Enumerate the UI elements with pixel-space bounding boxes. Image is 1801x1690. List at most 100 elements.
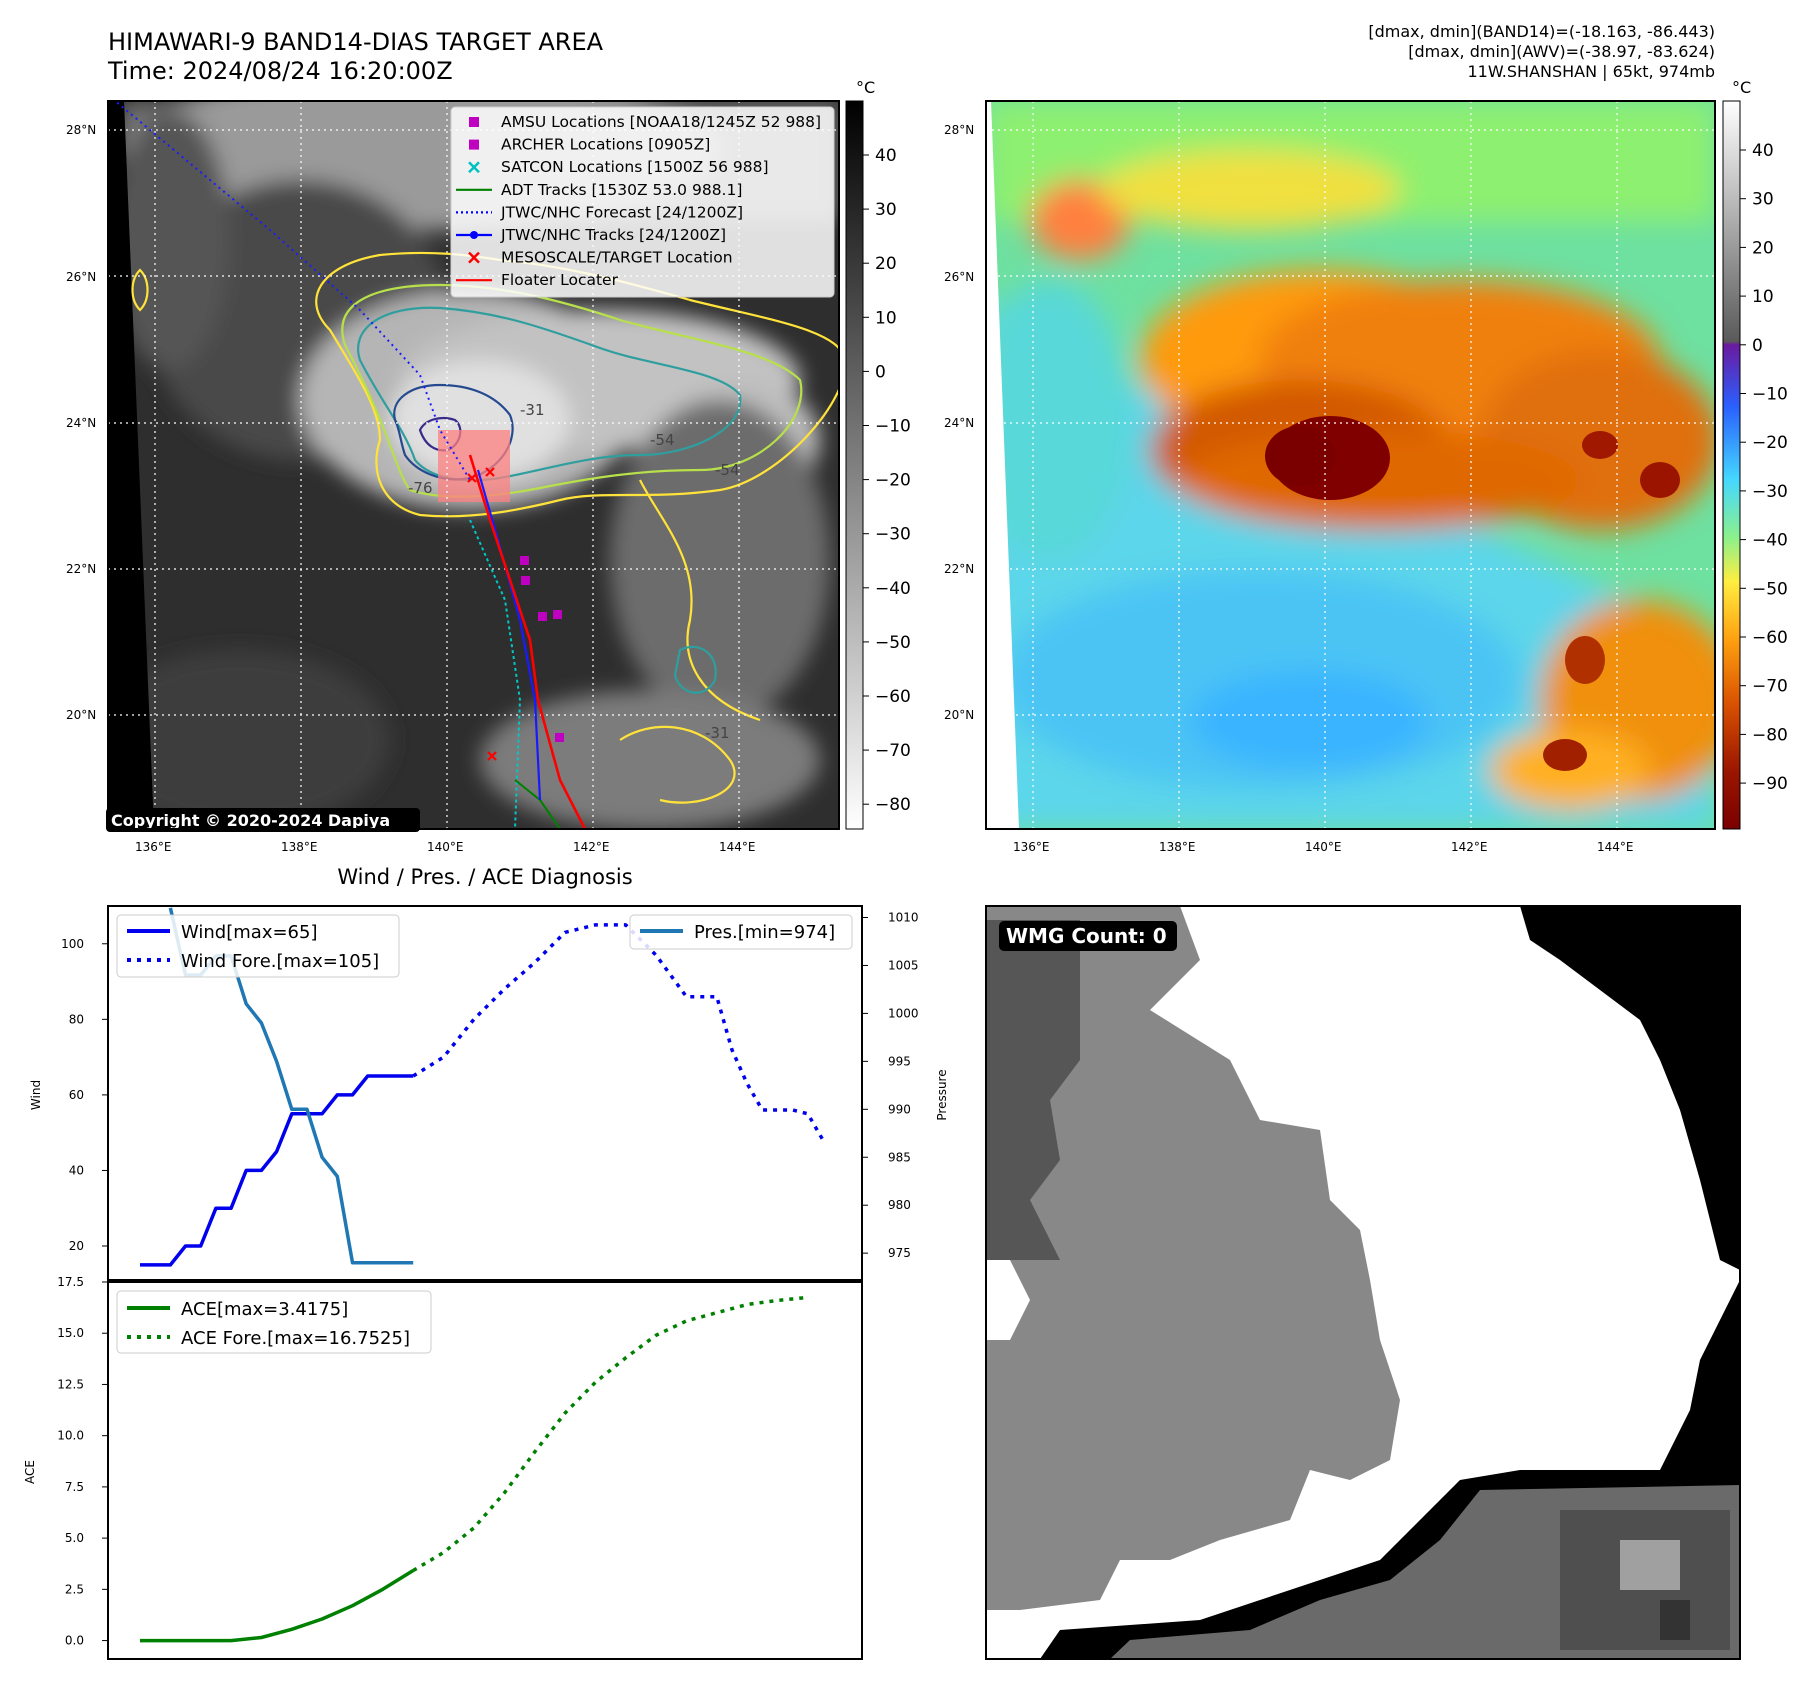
lon-label: 144°E [719,840,756,854]
storm-tracks [113,101,587,829]
lon-label: 142°E [1451,840,1488,854]
ace-tick-label: 17.5 [57,1275,84,1289]
contour-label: -76 [408,479,433,497]
colorbar-tick-label: −10 [1752,385,1788,405]
colorbar-tick-label: −50 [1752,579,1788,599]
map-legend-item: ADT Tracks [1530Z 53.0 988.1] [456,181,742,199]
pressure-axis-label: Pressure [935,1069,949,1120]
copyright-badge [106,808,420,832]
awv-map-frame [985,100,1716,830]
wind-pressure-chart: Wind / Pres. / ACE Diagnosis 20 40 60 80 100… [29,865,949,1281]
map-legend-label: JTWC/NHC Forecast [24/1200Z] [500,203,743,221]
colorbar-tick-label: −40 [1752,531,1788,551]
info-storm: 11W.SHANSHAN | 65kt, 974mb [1467,62,1715,81]
awv-map-panel: 28°N 26°N 24°N 22°N 20°N 136°E 138°E 140… [944,78,1788,854]
lat-label: 28°N [944,123,974,137]
colorbar-tick-label: 20 [875,254,897,274]
legend-square-marker [469,117,479,127]
lon-label: 140°E [427,840,464,854]
map-legend-label: MESOSCALE/TARGET Location [501,249,733,267]
lat-label: 20°N [944,708,974,722]
wind-series-line [140,1074,414,1267]
ace-axis-label: ACE [23,1460,37,1484]
map-legend-item: Floater Locater [456,271,619,289]
jtwc-track [476,469,542,801]
satcon-track [469,519,522,829]
lon-label: 140°E [1305,840,1342,854]
legend-square-marker [469,139,479,150]
wmg-frame [985,905,1741,1660]
wind-axis-label: Wind [29,1080,43,1110]
ace-tick-label: 10.0 [57,1429,84,1443]
pressure-tick-label: 1005 [888,958,919,972]
pressure-tick-label: 1000 [888,1006,919,1020]
colorbar-tick-label: 30 [1752,190,1774,210]
lon-label: 136°E [135,840,172,854]
colorbar-tick-label: −10 [875,417,911,437]
chart-title: Wind / Pres. / ACE Diagnosis [337,865,632,889]
colorbar-tick-label: −90 [1752,774,1788,794]
jtwc-forecast-track [113,101,471,481]
contour-label: -31 [520,401,545,419]
figure-title-line2: Time: 2024/08/24 16:20:00Z [108,57,453,85]
map-legend-label: ADT Tracks [1530Z 53.0 988.1] [501,181,742,199]
wind-tick-label: 80 [69,1012,84,1026]
wind-tick-label: 60 [69,1088,84,1102]
ace-tick-label: 5.0 [65,1531,84,1545]
ace-chart: 0.0 2.5 5.0 7.5 10.0 12.5 15.0 17.5 ACE ACE[max… [23,1275,863,1660]
lon-label: 142°E [573,840,610,854]
colorbar-tick-label: −30 [1752,482,1788,502]
lon-label: 138°E [1159,840,1196,854]
figure-info: [dmax, dmin](BAND14)=(-18.163, -86.443) … [1368,22,1715,82]
colorbar-tick-label: 10 [875,308,897,328]
wind-legend-label: Wind[max=65] [181,922,318,943]
colorbar-tick-label: 40 [875,146,897,166]
pressure-tick-label: 980 [888,1198,911,1212]
floater-locater [468,454,587,829]
mesoscale-target-markers [467,467,497,761]
lon-label: 138°E [281,840,318,854]
contour-label: -54 [650,431,675,449]
map-legend-item: ARCHER Locations [0905Z] [469,136,710,154]
lat-label: 22°N [66,562,96,576]
map-legend-label: AMSU Locations [NOAA18/1245Z 52 988] [501,113,821,131]
map-legend-item: MESOSCALE/TARGET Location [468,249,733,267]
ace-tick-label: 12.5 [57,1377,84,1391]
contour-label: -54 [715,461,740,479]
info-band14: [dmax, dmin](BAND14)=(-18.163, -86.443) [1368,22,1715,41]
colorbar-tick-label: −40 [875,579,911,599]
map-legend-item: JTWC/NHC Forecast [24/1200Z] [456,203,743,221]
colorbar-tick-label: −70 [875,741,911,761]
colorbar-tick-label: 10 [1752,287,1774,307]
colorbar-tick-label: −60 [1752,628,1788,648]
ace-legend: ACE[max=3.4175] ACE Fore.[max=16.7525] [116,1290,432,1354]
wmg-count-badge [999,921,1177,951]
colorbar-tick-label: −70 [1752,677,1788,697]
colorbar-tick-label: −20 [875,471,911,491]
colorbar-right: °C 40 30 20 10 0 −10 −20 −30 −40 −50 −60 −70 −80 −90 [1722,78,1788,830]
lat-label: 24°N [944,416,974,430]
copyright-text: Copyright © 2020-2024 Dapiya [111,811,390,830]
amsu-markers [520,556,564,742]
wind-tick-label: 40 [69,1163,84,1177]
colorbar-tick-label: 0 [875,362,886,382]
colorbar-left: °C 40 30 20 10 0 −10 −20 −30 −40 −50 −60 −70 −80 [845,78,911,830]
map-legend-label: ARCHER Locations [0905Z] [501,136,710,154]
map-legend-label: JTWC/NHC Tracks [24/1200Z] [500,226,726,244]
pressure-legend: Pres.[min=974] [629,914,853,950]
lat-label: 20°N [66,708,96,722]
colorbar-tick-label: 40 [1752,141,1774,161]
wind-legend: Wind[max=65] Wind Fore.[max=105] [116,914,400,978]
ace-tick-label: 0.0 [65,1634,84,1648]
ace-forecast-legend-label: ACE Fore.[max=16.7525] [181,1328,410,1349]
pressure-legend-label: Pres.[min=974] [694,922,835,943]
band14-map-panel: -31 -54 -76 -54 -31 Copyright © 20 [66,78,911,854]
figure-title-line1: HIMAWARI-9 BAND14-DIAS TARGET AREA [108,28,604,56]
wind-forecast-legend-label: Wind Fore.[max=105] [181,951,379,972]
lon-label: 136°E [1013,840,1050,854]
lat-label: 24°N [66,416,96,430]
info-awv: [dmax, dmin](AWV)=(-38.97, -83.624) [1408,42,1715,61]
lat-label: 28°N [66,123,96,137]
pressure-tick-label: 985 [888,1150,911,1164]
